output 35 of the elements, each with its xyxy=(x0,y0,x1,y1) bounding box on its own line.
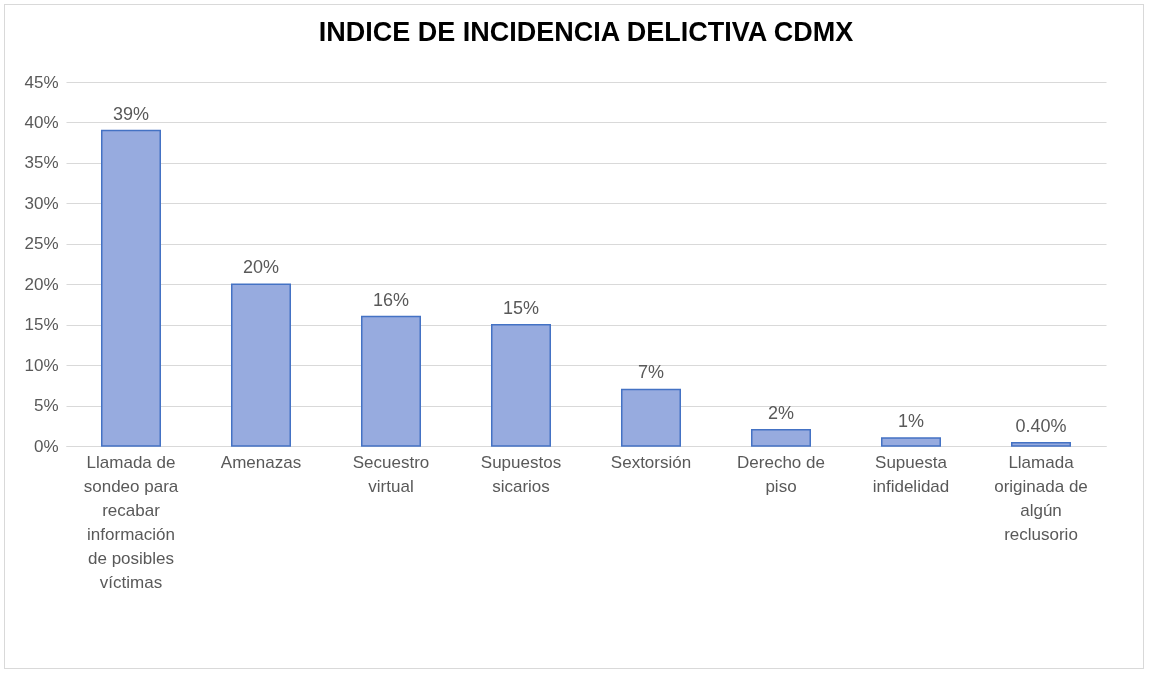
y-tick-label: 40% xyxy=(24,112,59,132)
y-tick-label: 15% xyxy=(24,315,59,335)
x-tick-label: Supuestos sicarios xyxy=(480,452,562,496)
y-tick-label: 45% xyxy=(24,72,59,92)
bar xyxy=(621,388,681,447)
chart-title: INDICE DE INCIDENCIA DELICTIVA CDMX xyxy=(318,17,854,47)
bar xyxy=(231,283,291,447)
bar xyxy=(881,437,941,447)
bar xyxy=(101,129,161,447)
y-tick-label: 0% xyxy=(33,436,59,456)
bar xyxy=(751,429,811,447)
data-label: 15% xyxy=(502,297,540,318)
data-label: 7% xyxy=(637,362,665,383)
x-tick-label: Sextorsión xyxy=(610,452,692,472)
data-label: 20% xyxy=(242,257,280,278)
x-tick-label: Supuesta infidelidad xyxy=(872,452,950,496)
x-tick-label: Llamada de sondeo para recabar información de posibles víctimas xyxy=(83,452,179,592)
x-tick-label: Amenazas xyxy=(220,452,302,472)
y-tick-label: 25% xyxy=(24,234,59,254)
data-label: 1% xyxy=(897,410,925,431)
y-tick-label: 35% xyxy=(24,153,59,173)
data-label: 16% xyxy=(372,289,410,310)
y-tick-label: 5% xyxy=(33,396,59,416)
y-tick-label: 20% xyxy=(24,274,59,294)
data-label: 39% xyxy=(112,103,150,124)
x-tick-label: Derecho de piso xyxy=(737,452,825,496)
data-label: 2% xyxy=(767,402,795,423)
y-tick-label: 10% xyxy=(24,355,59,375)
bar xyxy=(1011,442,1071,447)
data-label: 0.40% xyxy=(1015,415,1067,436)
y-tick-label: 30% xyxy=(24,193,59,213)
bar xyxy=(361,315,421,447)
bar xyxy=(491,323,551,447)
x-tick-label: Secuestro virtual xyxy=(352,452,430,496)
x-tick-label: Llamada originada de algún reclusorio xyxy=(994,452,1088,544)
